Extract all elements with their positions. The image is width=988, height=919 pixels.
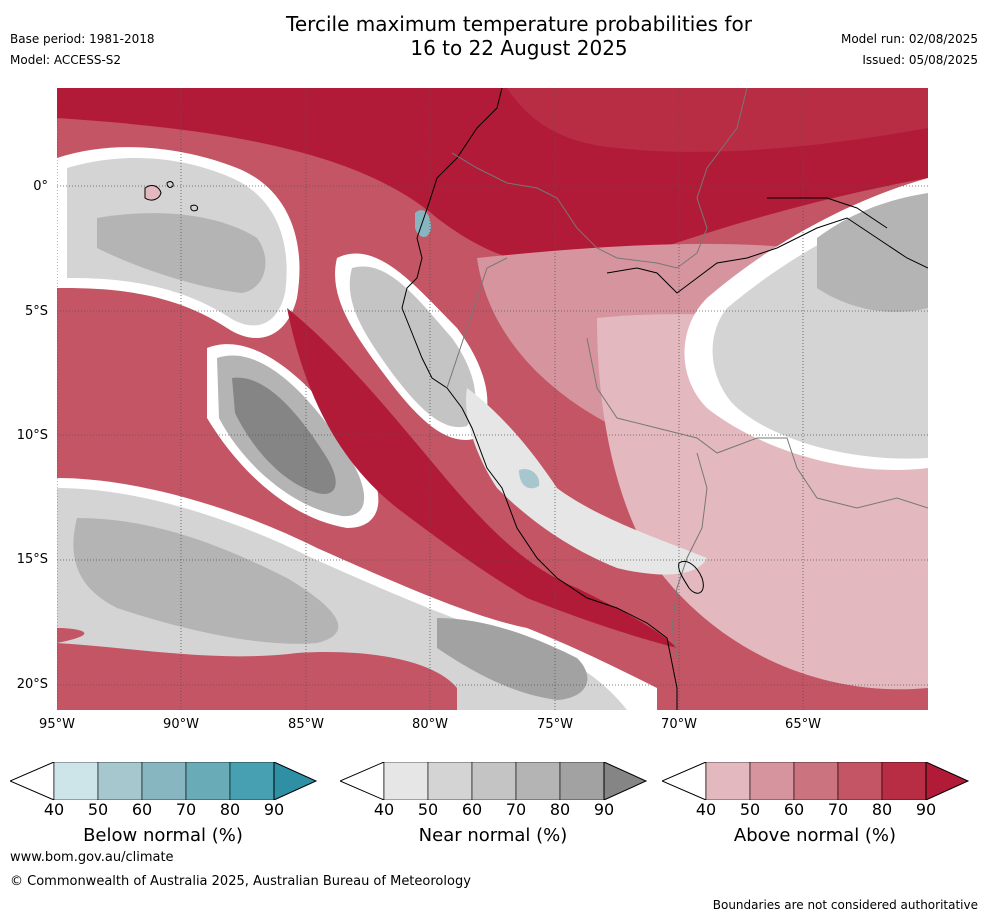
y-tick: 5°S (24, 304, 48, 319)
colorbar-below-label: Below normal (%) (83, 825, 243, 846)
x-tick: 90°W (163, 717, 199, 732)
colorbar-near-swatch (427, 762, 473, 800)
colorbar-near-swatch (515, 762, 561, 800)
colorbar-below-swatch (141, 762, 187, 800)
colorbar-below-high-end (273, 762, 318, 800)
colorbar-tick: 90 (915, 800, 937, 819)
colorbar-tick: 70 (505, 800, 527, 819)
y-tick: 15°S (16, 552, 48, 567)
colorbar-below-swatch (53, 762, 99, 800)
model-name: Model: ACCESS-S2 (10, 53, 122, 67)
colorbar-tick: 90 (263, 800, 285, 819)
y-tick: 0° (33, 179, 48, 194)
colorbar-tick: 70 (175, 800, 197, 819)
colorbar-above-swatch (837, 762, 883, 800)
copyright: © Commonwealth of Australia 2025, Austra… (10, 874, 471, 889)
colorbar-tick: 50 (417, 800, 439, 819)
colorbar-tick: 60 (461, 800, 483, 819)
colorbar-near-normal (340, 762, 648, 800)
colorbar-below-normal (10, 762, 318, 800)
colorbar-tick: 40 (695, 800, 717, 819)
colorbar-above-swatch (749, 762, 795, 800)
disclaimer: Boundaries are not considered authoritat… (712, 898, 978, 912)
title-line-2: 16 to 22 August 2025 (410, 36, 628, 60)
colorbar-above-high-end (925, 762, 970, 800)
colorbar-above-label: Above normal (%) (733, 825, 897, 846)
colorbar-tick: 60 (783, 800, 805, 819)
colorbar-below-low-end (10, 762, 55, 800)
colorbar-above-low-end (662, 762, 707, 800)
colorbar-tick: 60 (131, 800, 153, 819)
colorbar-below-swatch (185, 762, 231, 800)
colorbar-tick: 50 (87, 800, 109, 819)
colorbar-below-swatch (229, 762, 275, 800)
map-canvas (57, 88, 928, 710)
x-tick: 95°W (39, 717, 75, 732)
x-tick: 70°W (661, 717, 697, 732)
meta-left: Base period: 1981-2018 Model: ACCESS-S2 (10, 29, 155, 71)
x-tick: 65°W (785, 717, 821, 732)
title-line-1: Tercile maximum temperature probabilitie… (286, 12, 752, 36)
colorbar-tick: 80 (219, 800, 241, 819)
base-period: Base period: 1981-2018 (10, 32, 155, 46)
x-tick: 75°W (537, 717, 573, 732)
colorbar-above-normal (662, 762, 970, 800)
colorbar-above-swatch (793, 762, 839, 800)
colorbar-tick: 40 (43, 800, 65, 819)
colorbar-below-swatch (97, 762, 143, 800)
probability-map (57, 88, 928, 710)
y-tick: 10°S (16, 428, 48, 443)
colorbar-tick: 70 (827, 800, 849, 819)
colorbar-above-swatch (881, 762, 927, 800)
meta-right: Model run: 02/08/2025 Issued: 05/08/2025 (841, 29, 978, 71)
colorbar-tick: 50 (739, 800, 761, 819)
colorbar-near-swatch (383, 762, 429, 800)
issued-date: Issued: 05/08/2025 (862, 53, 978, 67)
source-url: www.bom.gov.au/climate (10, 850, 174, 865)
colorbar-near-high-end (603, 762, 648, 800)
map-title: Tercile maximum temperature probabilitie… (0, 12, 988, 60)
x-tick: 80°W (412, 717, 448, 732)
colorbar-near-swatch (559, 762, 605, 800)
x-tick: 85°W (288, 717, 324, 732)
colorbar-near-swatch (471, 762, 517, 800)
model-run: Model run: 02/08/2025 (840, 32, 978, 46)
colorbar-above-swatch (705, 762, 751, 800)
colorbar-tick: 40 (373, 800, 395, 819)
colorbar-tick: 80 (549, 800, 571, 819)
colorbar-tick: 90 (593, 800, 615, 819)
colorbar-near-low-end (340, 762, 385, 800)
colorbar-near-label: Near normal (%) (418, 825, 568, 846)
y-tick: 20°S (16, 677, 48, 692)
colorbar-tick: 80 (871, 800, 893, 819)
